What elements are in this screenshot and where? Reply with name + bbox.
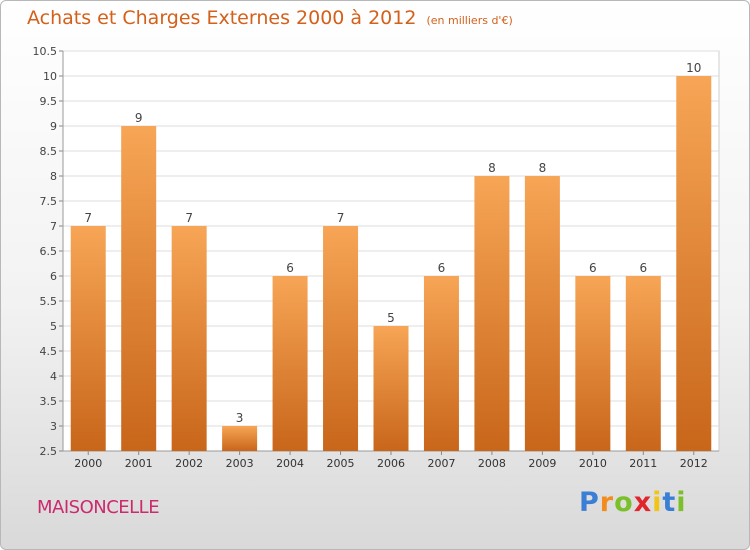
- y-tick-label: 9.5: [40, 95, 58, 108]
- data-label-2007: 6: [438, 261, 446, 275]
- y-tick-label: 7.5: [40, 195, 58, 208]
- y-tick-label: 8.5: [40, 145, 58, 158]
- logo-letter: i: [676, 487, 687, 518]
- bar-2000[interactable]: [70, 226, 106, 451]
- logo-letter: r: [599, 487, 615, 518]
- bar-2012[interactable]: [676, 76, 712, 451]
- data-label-2005: 7: [337, 211, 345, 225]
- proxiti-logo[interactable]: Proxiti: [579, 487, 687, 518]
- y-tick-label: 10.5: [33, 45, 58, 58]
- x-tick-label-2005: 2005: [327, 457, 355, 470]
- y-tick-label: 5: [50, 320, 57, 333]
- bar-2005[interactable]: [323, 226, 359, 451]
- y-tick-label: 6.5: [40, 245, 58, 258]
- bar-2004[interactable]: [272, 276, 308, 451]
- logo-letter: t: [662, 487, 677, 518]
- x-tick-label-2006: 2006: [377, 457, 405, 470]
- data-label-2002: 7: [185, 211, 193, 225]
- y-tick-label: 7: [50, 220, 57, 233]
- data-label-2001: 9: [135, 111, 143, 125]
- y-tick-label: 4: [50, 370, 57, 383]
- town-name: MAISONCELLE: [37, 497, 160, 518]
- y-tick-label: 4.5: [40, 345, 58, 358]
- x-tick-label-2002: 2002: [175, 457, 203, 470]
- bar-2008[interactable]: [474, 176, 510, 451]
- x-tick-label-2000: 2000: [74, 457, 102, 470]
- chart-title-text: Achats et Charges Externes 2000 à 2012: [27, 7, 417, 29]
- y-tick-label: 8: [50, 170, 57, 183]
- data-label-2004: 6: [286, 261, 294, 275]
- logo-letter: x: [633, 487, 653, 518]
- data-label-2012: 10: [686, 61, 701, 75]
- bar-2003[interactable]: [222, 426, 258, 451]
- bar-2006[interactable]: [373, 326, 409, 451]
- y-tick-label: 3: [50, 420, 57, 433]
- y-tick-label: 3.5: [40, 395, 58, 408]
- logo-letter: o: [614, 487, 634, 518]
- y-tick-label: 9: [50, 120, 57, 133]
- x-tick-label-2011: 2011: [629, 457, 657, 470]
- y-tick-label: 6: [50, 270, 57, 283]
- x-tick-label-2010: 2010: [579, 457, 607, 470]
- chart-title: Achats et Charges Externes 2000 à 2012 (e…: [27, 7, 513, 29]
- x-tick-label-2009: 2009: [528, 457, 556, 470]
- logo-letter: i: [652, 487, 663, 518]
- chart-unit: (en milliers d'€): [426, 14, 513, 27]
- y-tick-label: 2.5: [40, 445, 58, 458]
- bar-2009[interactable]: [524, 176, 560, 451]
- logo-letter: P: [579, 487, 600, 518]
- x-tick-label-2012: 2012: [680, 457, 708, 470]
- data-label-2011: 6: [639, 261, 647, 275]
- bar-2001[interactable]: [121, 126, 157, 451]
- bar-2007[interactable]: [423, 276, 459, 451]
- bar-2010[interactable]: [575, 276, 611, 451]
- bar-2011[interactable]: [625, 276, 661, 451]
- x-tick-label-2004: 2004: [276, 457, 304, 470]
- data-label-2008: 8: [488, 161, 496, 175]
- data-label-2010: 6: [589, 261, 597, 275]
- data-label-2006: 5: [387, 311, 395, 325]
- data-label-2003: 3: [236, 411, 244, 425]
- data-label-2009: 8: [539, 161, 547, 175]
- data-label-2000: 7: [84, 211, 92, 225]
- y-tick-label: 5.5: [40, 295, 58, 308]
- x-tick-label-2003: 2003: [226, 457, 254, 470]
- x-tick-label-2007: 2007: [427, 457, 455, 470]
- x-tick-label-2008: 2008: [478, 457, 506, 470]
- y-tick-label: 10: [43, 70, 57, 83]
- bar-2002[interactable]: [171, 226, 207, 451]
- x-tick-label-2001: 2001: [125, 457, 153, 470]
